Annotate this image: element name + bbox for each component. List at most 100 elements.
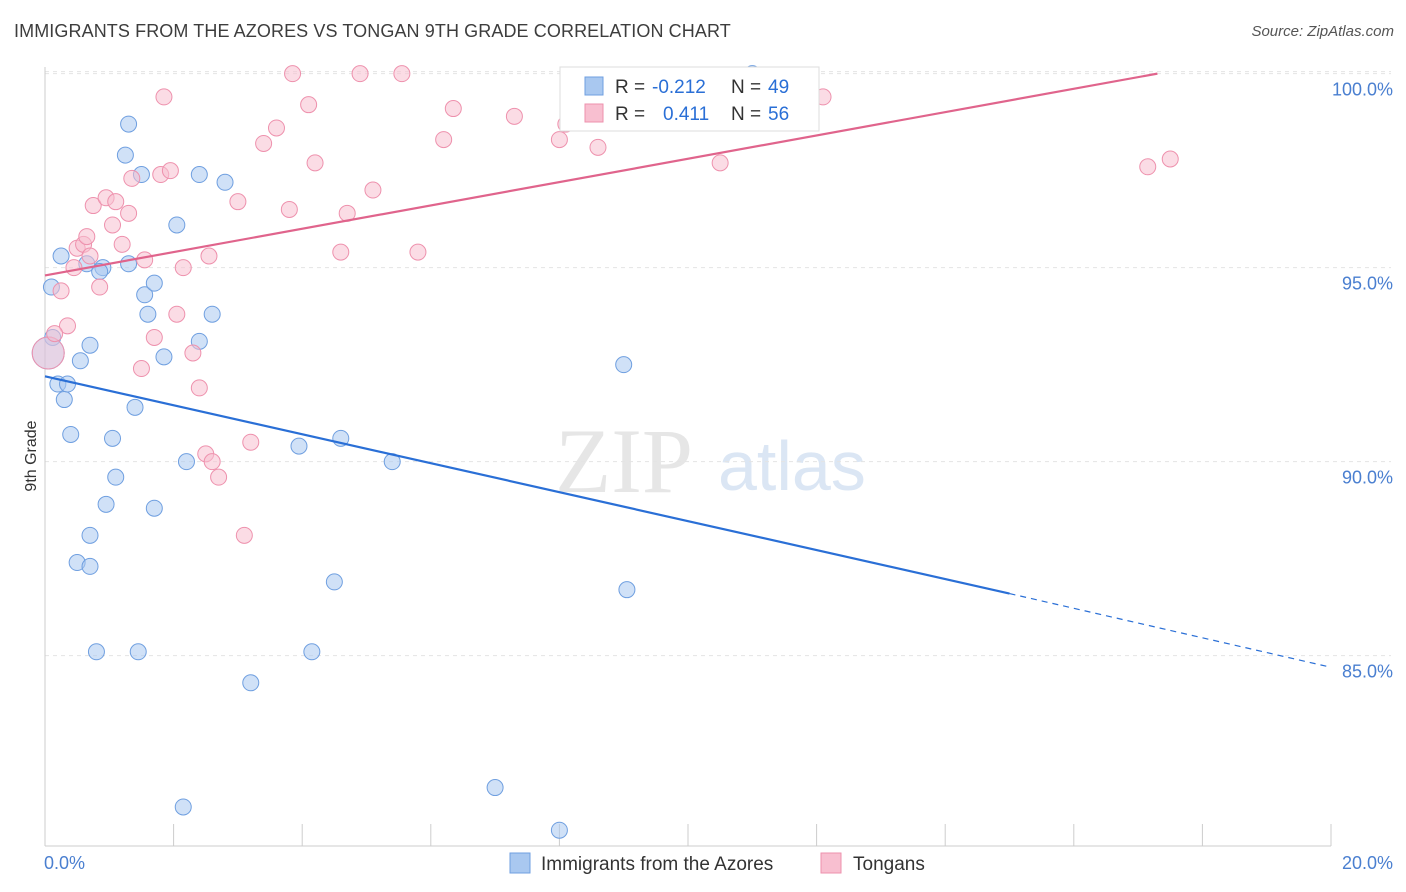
point-tongans	[550, 131, 568, 149]
point-azores	[139, 305, 157, 323]
point-azores	[145, 499, 163, 517]
point-tongans	[200, 247, 218, 265]
point-azores	[155, 348, 173, 366]
point-tongans	[184, 344, 202, 362]
series-legend: Immigrants from the Azores Tongans	[509, 852, 925, 875]
point-tongans	[104, 216, 122, 234]
point-tongans	[711, 154, 729, 172]
watermark-zip: ZIP	[555, 410, 693, 512]
point-azores	[62, 425, 80, 443]
x-tick-label-max: 20.0%	[1342, 853, 1393, 873]
point-azores	[615, 356, 633, 374]
stats-n-value-tongans: 56	[768, 104, 789, 125]
point-azores	[81, 336, 99, 354]
point-azores	[242, 674, 260, 692]
point-tongans	[132, 360, 150, 378]
legend-label-tongans: Tongans	[853, 854, 925, 875]
y-axis-label: 9th Grade	[23, 420, 40, 491]
point-tongans	[255, 134, 273, 152]
point-tongans	[155, 88, 173, 106]
point-tongans	[393, 65, 411, 83]
point-azores	[216, 173, 234, 191]
point-tongans	[280, 200, 298, 218]
point-azores	[203, 305, 221, 323]
point-azores	[129, 643, 147, 661]
point-azores	[81, 526, 99, 544]
point-tongans	[332, 243, 350, 261]
chart-title: IMMIGRANTS FROM THE AZORES VS TONGAN 9TH…	[14, 21, 731, 41]
stats-r-value-azores: -0.212	[652, 77, 706, 98]
point-azores	[174, 798, 192, 816]
point-tongans	[203, 453, 221, 471]
y-tick-label: 90.0%	[1342, 468, 1393, 488]
stats-swatch-azores	[584, 76, 604, 96]
point-azores	[107, 468, 125, 486]
point-tongans	[84, 197, 102, 215]
point-tongans	[229, 193, 247, 211]
point-tongans	[435, 131, 453, 149]
point-azores	[126, 398, 144, 416]
point-tongans	[444, 100, 462, 118]
stats-n-label-azores: N =	[731, 77, 761, 98]
stats-r-label-tongans: R =	[615, 104, 645, 125]
x-tick-label-min: 0.0%	[44, 853, 85, 873]
point-azores	[145, 274, 163, 292]
point-tongans	[284, 65, 302, 83]
point-tongans	[46, 325, 64, 343]
point-tongans	[59, 317, 77, 335]
point-azores	[177, 453, 195, 471]
point-tongans	[174, 259, 192, 277]
point-azores	[59, 375, 77, 393]
point-tongans	[267, 119, 285, 137]
point-azores	[87, 643, 105, 661]
point-azores	[486, 779, 504, 797]
legend-swatch-azores	[509, 852, 531, 874]
point-azores	[190, 166, 208, 184]
point-tongans	[364, 181, 382, 199]
point-azores	[81, 557, 99, 575]
stats-swatch-tongans	[584, 103, 604, 123]
y-tick-label: 95.0%	[1342, 274, 1393, 294]
watermark-atlas: atlas	[718, 427, 866, 505]
point-azores	[104, 429, 122, 447]
point-azores	[52, 247, 70, 265]
point-tongans	[113, 235, 131, 253]
point-tongans	[1139, 158, 1157, 176]
stats-r-value-tongans: 0.411	[663, 104, 709, 125]
y-tick-label: 85.0%	[1342, 662, 1393, 682]
point-tongans	[52, 282, 70, 300]
point-azores	[120, 115, 138, 133]
point-tongans	[145, 328, 163, 346]
chart-source: Source: ZipAtlas.com	[1251, 23, 1394, 40]
point-azores	[136, 286, 154, 304]
point-tongans	[235, 526, 253, 544]
point-tongans	[91, 278, 109, 296]
point-azores	[550, 821, 568, 839]
trend-lines	[44, 72, 1332, 668]
point-tongans	[409, 243, 427, 261]
point-tongans	[589, 138, 607, 156]
point-tongans	[242, 433, 260, 451]
stats-n-label-tongans: N =	[731, 104, 761, 125]
point-tongans	[81, 247, 99, 265]
data-points	[31, 65, 1179, 839]
point-tongans	[1161, 150, 1179, 168]
point-tongans	[168, 305, 186, 323]
point-tongans	[136, 251, 154, 269]
point-azores	[325, 573, 343, 591]
point-tongans	[31, 336, 65, 370]
legend-label-azores: Immigrants from the Azores	[541, 854, 773, 875]
point-tongans	[306, 154, 324, 172]
point-tongans	[107, 193, 125, 211]
trend-extension-azores	[1009, 592, 1332, 668]
axes: 85.0% 90.0% 95.0% 100.0% 0.0% 20.0%	[44, 67, 1393, 873]
point-azores	[71, 352, 89, 370]
legend-swatch-tongans	[820, 852, 842, 874]
stats-n-value-azores: 49	[768, 77, 789, 98]
point-azores	[97, 495, 115, 513]
trend-line-tongans	[44, 72, 1158, 277]
stats-r-label-azores: R =	[615, 77, 645, 98]
point-azores	[618, 581, 636, 599]
point-azores	[168, 216, 186, 234]
